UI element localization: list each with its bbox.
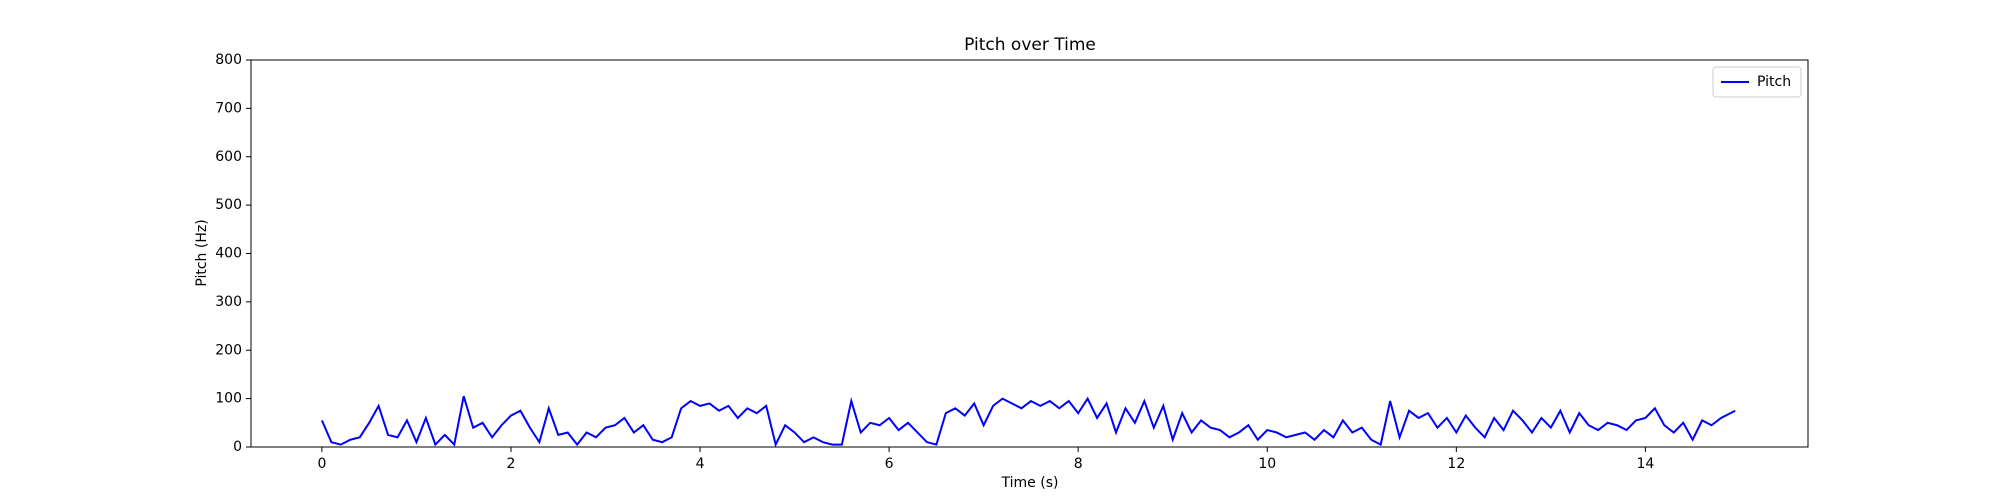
x-tick-label: 8 (1074, 456, 1083, 472)
chart-title: Pitch over Time (964, 35, 1096, 55)
x-tick-label: 10 (1258, 456, 1276, 472)
x-tick-label: 12 (1447, 456, 1465, 472)
y-tick-label: 300 (215, 294, 242, 310)
legend-label: Pitch (1757, 74, 1791, 90)
x-tick-label: 4 (696, 456, 705, 472)
pitch-line (320, 395, 1736, 448)
y-tick-label: 0 (233, 439, 242, 455)
y-tick-label: 200 (215, 342, 242, 358)
y-tick-label: 700 (215, 100, 242, 116)
y-tick-label: 400 (215, 246, 242, 262)
x-tick-label: 0 (317, 456, 326, 472)
plot-frame (250, 59, 1809, 448)
x-tick-label: 2 (507, 456, 516, 472)
y-tick-label: 600 (215, 149, 242, 165)
legend-box (1712, 66, 1802, 98)
y-tick-label: 800 (215, 52, 242, 68)
x-tick-label: 14 (1636, 456, 1654, 472)
y-tick-label: 500 (215, 197, 242, 213)
x-tick-label: 6 (885, 456, 894, 472)
y-axis-label: Pitch (Hz) (194, 219, 210, 286)
y-tick-label: 100 (215, 391, 242, 407)
x-axis-label: Time (s) (1001, 475, 1059, 491)
